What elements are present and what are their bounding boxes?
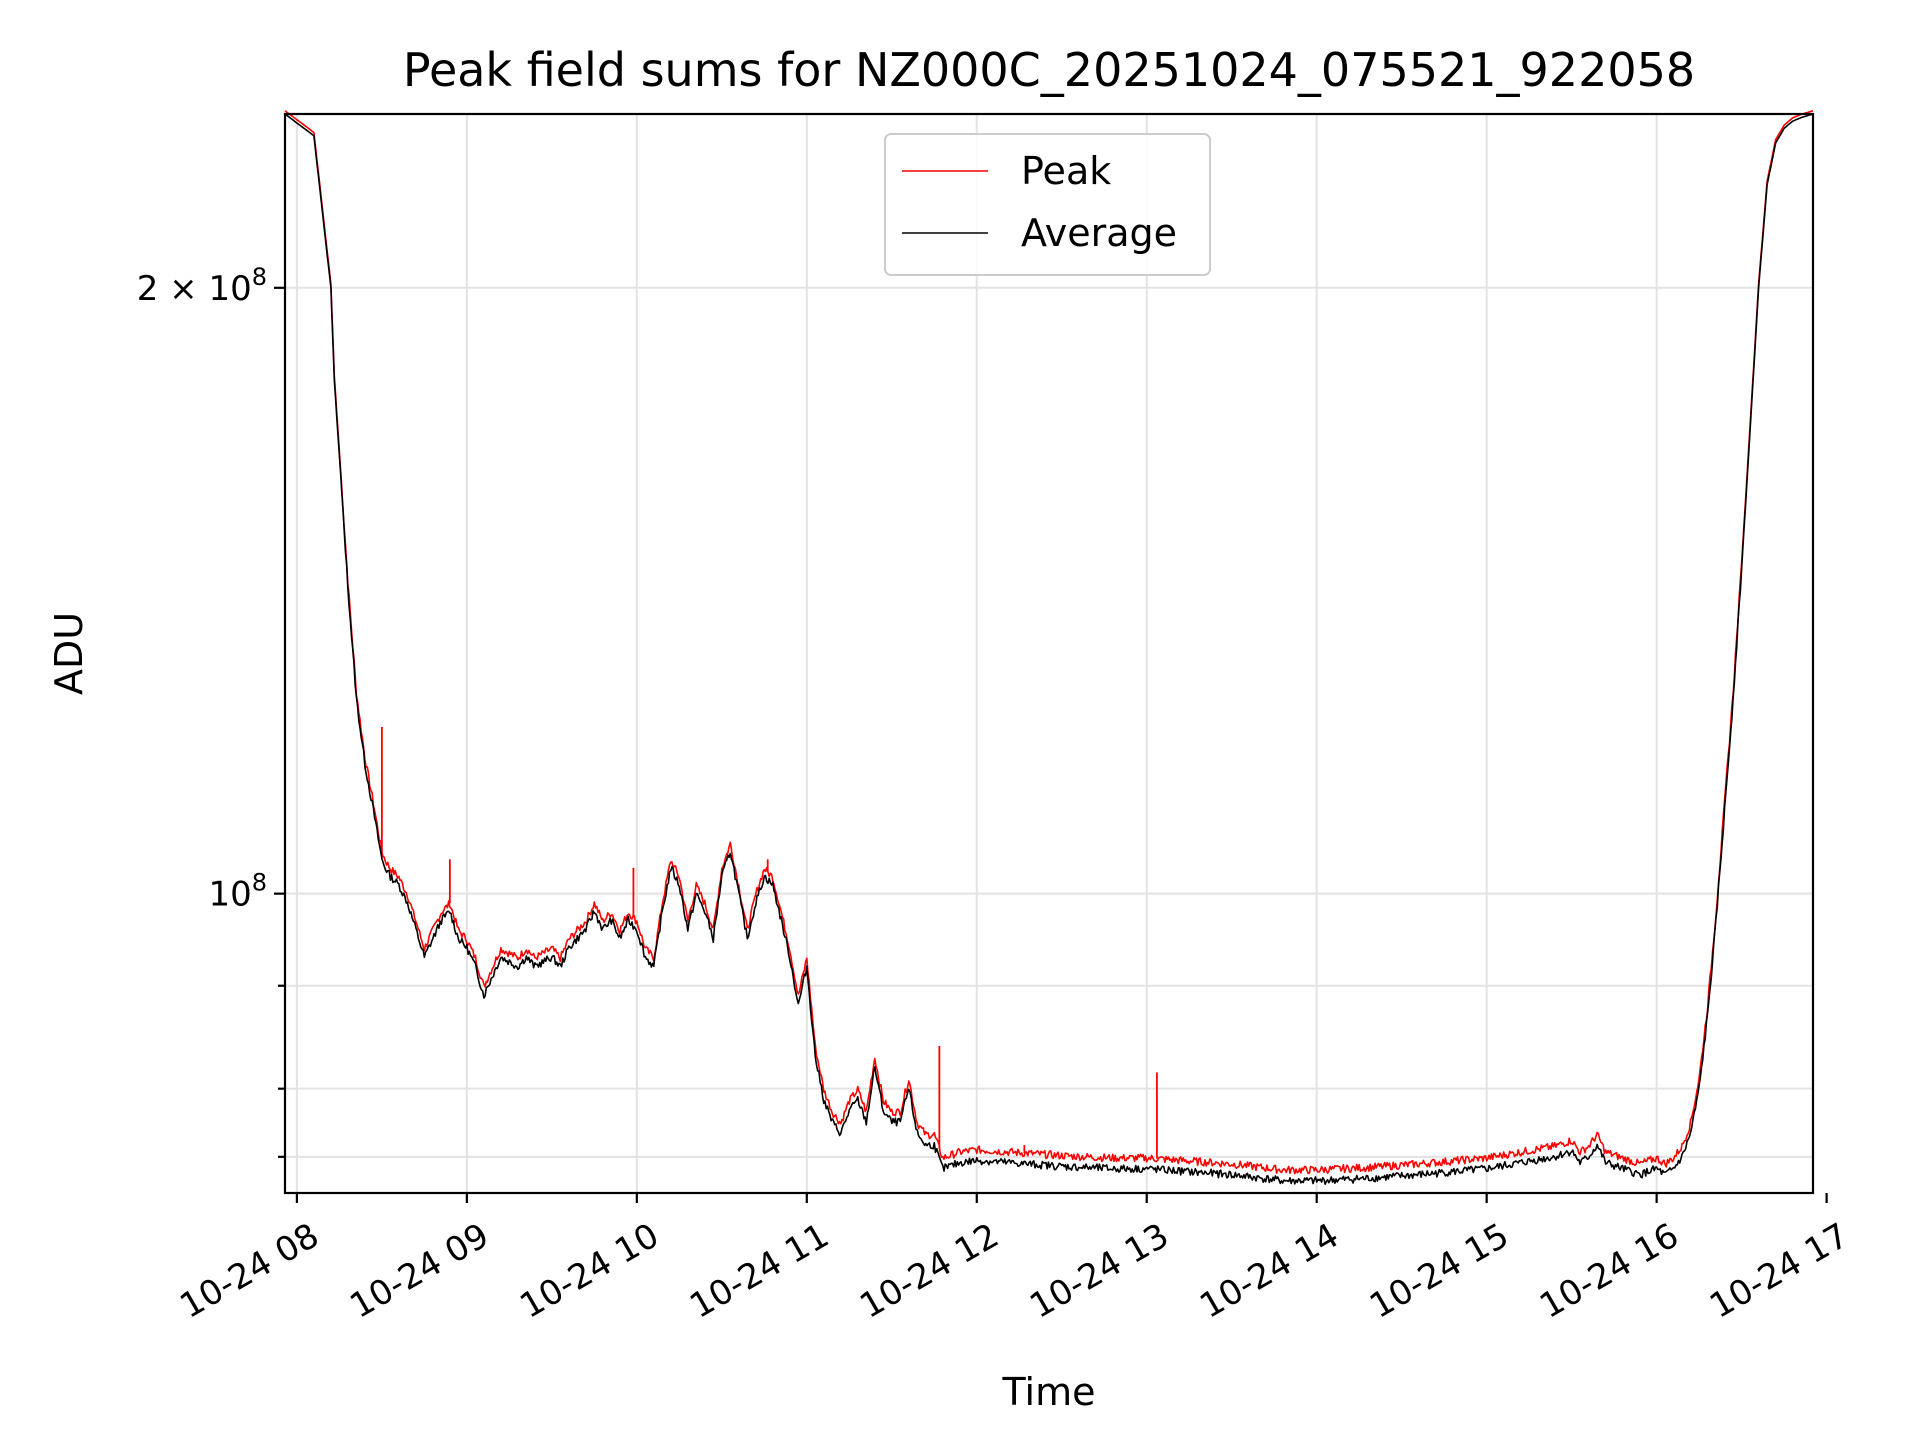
- series-line-peak: [284, 110, 1814, 1175]
- legend-peak-label: Peak: [1021, 149, 1111, 193]
- x-axis-label: Time: [1002, 1370, 1096, 1414]
- chart-title: Peak field sums for NZ000C_20251024_0755…: [403, 43, 1695, 97]
- series-layer: [284, 110, 1814, 1185]
- y-axis-label: ADU: [47, 612, 91, 695]
- legend: Peak Average: [884, 133, 1211, 276]
- y-tick-label: 2 × 108: [137, 263, 267, 309]
- grid: [285, 114, 1813, 1193]
- legend-average-label: Average: [1021, 211, 1177, 255]
- series-line-average: [284, 113, 1814, 1185]
- y-tick-label: 108: [208, 869, 267, 915]
- legend-box: [884, 133, 1211, 276]
- plot-frame: [283, 112, 1815, 1195]
